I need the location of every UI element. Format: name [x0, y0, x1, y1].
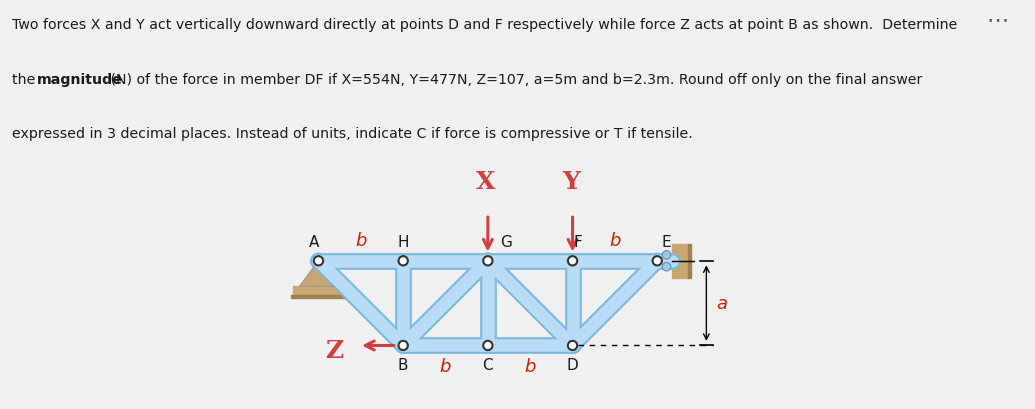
- Text: C: C: [482, 357, 493, 373]
- Text: (N) of the force in member DF if X=554N, Y=477N, Z=107, a=5m and b=2.3m. Round o: (N) of the force in member DF if X=554N,…: [106, 73, 922, 87]
- Circle shape: [662, 263, 671, 271]
- Text: the: the: [12, 73, 40, 87]
- Text: ⋯: ⋯: [987, 10, 1009, 30]
- Circle shape: [398, 341, 408, 350]
- Polygon shape: [293, 286, 344, 295]
- Text: b: b: [610, 231, 621, 249]
- Text: F: F: [573, 234, 582, 249]
- Circle shape: [314, 256, 323, 266]
- Text: a: a: [716, 294, 728, 312]
- Circle shape: [483, 256, 493, 266]
- Circle shape: [568, 341, 578, 350]
- Text: E: E: [661, 234, 671, 249]
- Polygon shape: [300, 261, 337, 286]
- Text: H: H: [397, 234, 409, 249]
- Text: Two forces X and Y act vertically downward directly at points D and F respective: Two forces X and Y act vertically downwa…: [12, 18, 957, 32]
- Text: b: b: [525, 357, 536, 375]
- Circle shape: [662, 251, 671, 259]
- Text: A: A: [309, 234, 320, 249]
- Text: magnitude: magnitude: [37, 73, 123, 87]
- Text: D: D: [567, 357, 579, 373]
- Polygon shape: [673, 244, 687, 278]
- Text: Y: Y: [562, 170, 581, 193]
- Circle shape: [653, 256, 662, 266]
- Text: b: b: [355, 231, 366, 249]
- Text: G: G: [501, 234, 512, 249]
- Text: expressed in 3 decimal places. Instead of units, indicate C if force is compress: expressed in 3 decimal places. Instead o…: [12, 127, 693, 141]
- Circle shape: [568, 256, 578, 266]
- Circle shape: [483, 341, 493, 350]
- Polygon shape: [687, 244, 691, 278]
- Circle shape: [398, 256, 408, 266]
- Text: B: B: [397, 357, 409, 373]
- Text: Z: Z: [325, 338, 344, 362]
- Text: X: X: [476, 170, 496, 193]
- Text: b: b: [440, 357, 451, 375]
- Polygon shape: [292, 295, 346, 298]
